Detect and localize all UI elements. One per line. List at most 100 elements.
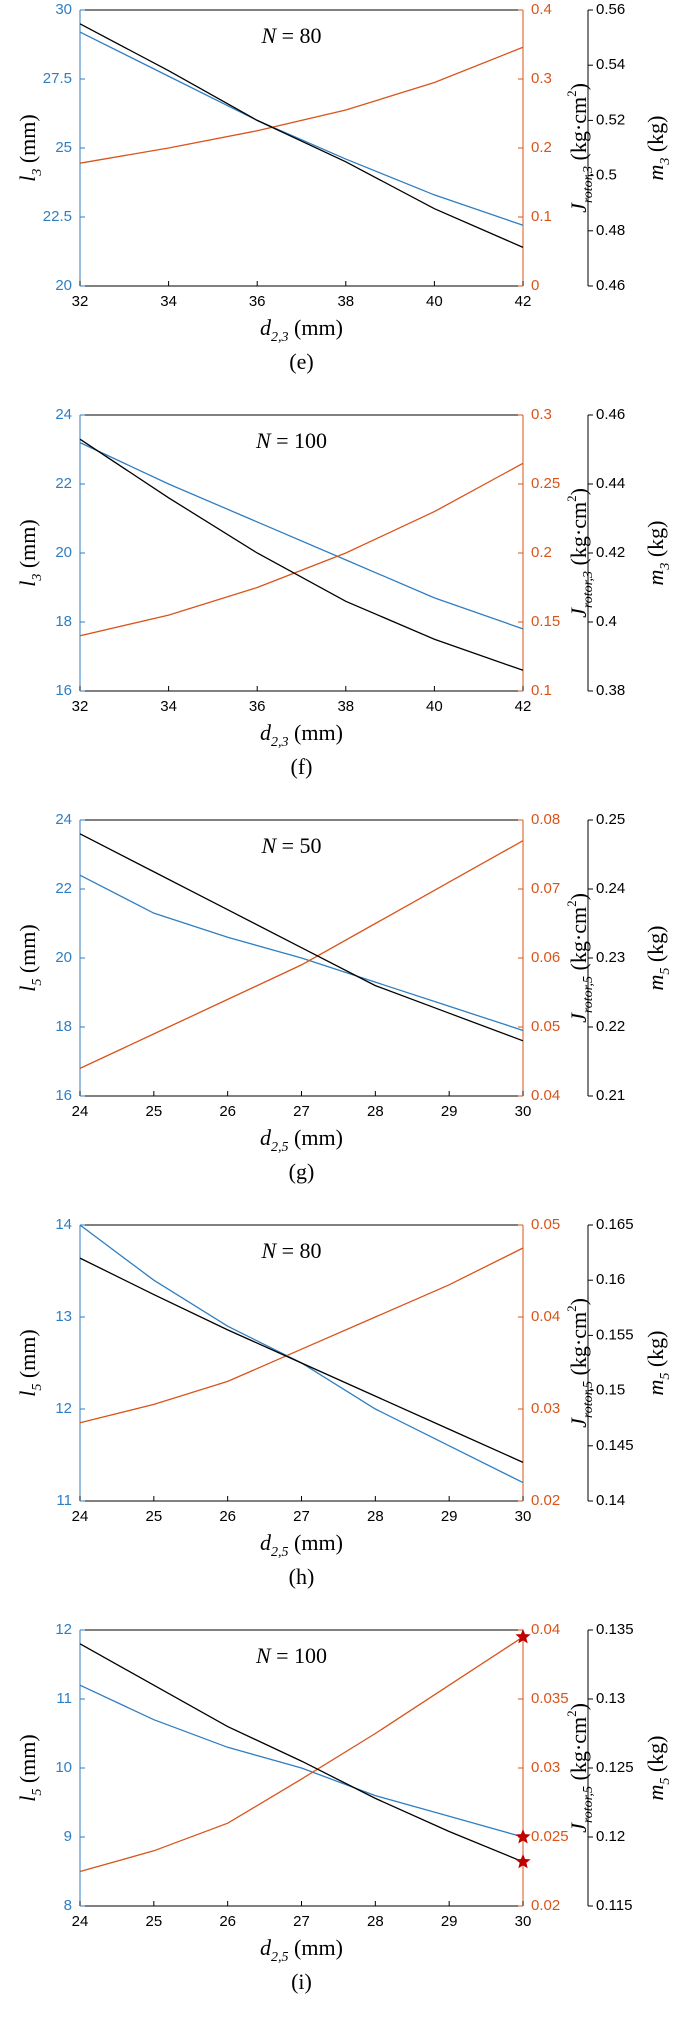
y-axis-label-part: 5: [30, 979, 45, 986]
y2-tick-label: 0.05: [531, 1018, 560, 1035]
y-axis-label-part: 5: [30, 1789, 45, 1796]
y3-axis-label-part: m: [643, 165, 668, 181]
y3-axis-label: m5 (kg): [643, 925, 673, 990]
y-tick-label: 24: [55, 811, 72, 828]
y2-axis-label: Jrotor,5 (kg·cm2): [564, 893, 595, 1023]
y3-axis-label-part: m: [643, 570, 668, 586]
end-marker: [515, 1628, 531, 1644]
y-axis-label-part: l: [15, 986, 40, 992]
x-tick-label: 36: [249, 293, 266, 310]
y3-axis-label-part: (kg): [643, 115, 668, 157]
y2-tick-label: 0.3: [531, 70, 552, 87]
panel-label: (h): [289, 1564, 315, 1589]
y-tick-label: 12: [55, 1621, 72, 1638]
y2-axis-label-part: (kg·cm: [566, 1312, 591, 1381]
y3-axis-label-part: 3: [658, 158, 673, 166]
x-axis-label-part: d: [260, 1530, 272, 1555]
series-line: [79, 1247, 524, 1424]
x-tick-label: 24: [72, 1913, 89, 1930]
x-tick-label: 26: [219, 1508, 236, 1525]
y3-tick-label: 0.145: [596, 1437, 634, 1454]
y2-axis-label-part: ): [566, 488, 591, 495]
x-tick-label: 36: [249, 698, 266, 715]
y-tick-label: 20: [55, 544, 72, 561]
y3-tick-label: 0.21: [596, 1087, 625, 1104]
y3-axis-label: m5 (kg): [643, 1735, 673, 1800]
x-tick-label: 24: [72, 1508, 89, 1525]
y2-tick-label: 0.02: [531, 1897, 560, 1914]
y3-tick-label: 0.38: [596, 682, 625, 699]
series-line: [79, 438, 524, 671]
annotation-part: = 100: [271, 428, 327, 453]
y-tick-label: 27.5: [43, 70, 72, 87]
y3-tick-label: 0.13: [596, 1690, 625, 1707]
x-tick-label: 28: [367, 1508, 384, 1525]
y2-tick-label: 0.1: [531, 208, 552, 225]
x-axis-label-part: 2,5: [271, 1545, 289, 1560]
y3-tick-label: 0.48: [596, 222, 625, 239]
y2-axis-label-part: (kg·cm: [566, 907, 591, 976]
y2-tick-label: 0.035: [531, 1690, 569, 1707]
y-axis-label: l5 (mm): [15, 924, 45, 992]
y-tick-label: 16: [55, 1087, 72, 1104]
y2-axis-label-part: ): [566, 1298, 591, 1305]
x-tick-label: 42: [515, 293, 532, 310]
y2-axis-label-part: ): [566, 83, 591, 90]
x-tick-label: 34: [160, 293, 177, 310]
y-tick-label: 12: [55, 1400, 72, 1417]
y2-tick-label: 0.08: [531, 811, 560, 828]
y2-axis-label-part: 2: [564, 900, 579, 907]
y2-tick-label: 0.025: [531, 1828, 569, 1845]
y3-tick-label: 0.54: [596, 56, 625, 73]
y2-axis-label-part: J: [566, 1822, 591, 1833]
y2-axis-label-part: rotor,5: [581, 1786, 596, 1823]
x-axis-label-part: 2,5: [271, 1950, 289, 1965]
y2-axis-label-part: (kg·cm: [566, 1717, 591, 1786]
y3-tick-label: 0.135: [596, 1621, 634, 1638]
y-tick-label: 8: [64, 1897, 72, 1914]
annotation-part: = 50: [276, 833, 321, 858]
x-tick-label: 29: [441, 1103, 458, 1120]
x-axis-label-part: (mm): [289, 720, 343, 745]
series-line: [79, 874, 524, 1032]
y3-tick-label: 0.5: [596, 167, 617, 184]
y2-tick-label: 0.1: [531, 682, 552, 699]
x-tick-label: 29: [441, 1508, 458, 1525]
y3-tick-label: 0.25: [596, 811, 625, 828]
y2-tick-label: 0.2: [531, 139, 552, 156]
y3-tick-label: 0.165: [596, 1216, 634, 1233]
series-line: [79, 46, 524, 164]
x-tick-label: 40: [426, 698, 443, 715]
y-axis-label: l5 (mm): [15, 1734, 45, 1802]
annotation-part: N: [260, 23, 277, 48]
x-axis-label: d2,5 (mm): [260, 1125, 343, 1155]
series-line: [79, 442, 524, 630]
series-line: [79, 462, 524, 637]
y-tick-label: 11: [56, 1492, 72, 1509]
series-line: [79, 1643, 524, 1863]
x-tick-label: 24: [72, 1103, 89, 1120]
annotation-part: = 80: [276, 23, 321, 48]
x-tick-label: 28: [367, 1103, 384, 1120]
x-tick-label: 29: [441, 1913, 458, 1930]
y2-axis-label-part: (kg·cm: [566, 97, 591, 166]
x-axis-label-part: (mm): [289, 1530, 343, 1555]
panel-label: (e): [289, 349, 313, 374]
x-tick-label: 27: [293, 1103, 310, 1120]
y2-axis-label-part: 2: [564, 90, 579, 97]
x-axis-label-part: (mm): [289, 1125, 343, 1150]
y2-tick-label: 0.4: [531, 1, 552, 18]
y3-axis-label-part: (kg): [643, 1735, 668, 1777]
y2-tick-label: 0.03: [531, 1400, 560, 1417]
annotation-part: N: [260, 1238, 277, 1263]
panel-label: (g): [289, 1159, 315, 1184]
y3-tick-label: 0.4: [596, 613, 617, 630]
series-line: [79, 31, 524, 226]
x-tick-label: 34: [160, 698, 177, 715]
y3-axis-label-part: 5: [658, 968, 673, 975]
y3-axis-label-part: m: [643, 1380, 668, 1396]
y3-tick-label: 0.125: [596, 1759, 634, 1776]
y3-axis-label-part: 5: [658, 1778, 673, 1785]
x-tick-label: 32: [72, 698, 89, 715]
y3-axis-label: m5 (kg): [643, 1330, 673, 1395]
